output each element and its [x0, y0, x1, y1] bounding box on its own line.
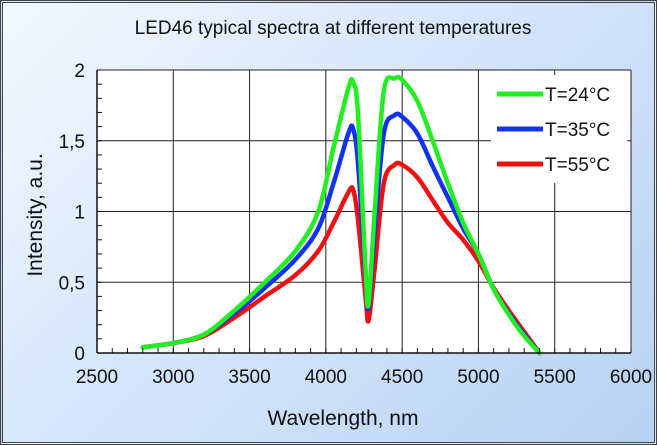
- series-group: [140, 74, 542, 356]
- legend-label: T=55°C: [545, 155, 610, 176]
- axes: [96, 69, 632, 354]
- x-tick-label: 4000: [305, 367, 347, 388]
- spectra-chart: LED46 typical spectra at different tempe…: [24, 18, 652, 430]
- y-tick-label: 0: [74, 344, 85, 365]
- y-tick-label: 0,5: [59, 273, 85, 294]
- chart-title: LED46 typical spectra at different tempe…: [135, 18, 532, 39]
- x-tick-label: 3500: [228, 367, 270, 388]
- y-tick-label: 1: [74, 203, 85, 224]
- y-axis-label: Intensity, a.u.: [24, 153, 47, 276]
- y-tick-label: 1,5: [59, 132, 85, 153]
- x-tick-label: 4500: [381, 367, 423, 388]
- x-tick-label: 5500: [534, 367, 576, 388]
- x-tick-labels: 2500 3000 3500 4000 4500 5000 5500 6000: [76, 367, 652, 388]
- y-tick-labels: 0 0,5 1 1,5 2: [59, 61, 85, 365]
- x-tick-label: 6000: [610, 367, 652, 388]
- legend-label: T=35°C: [545, 120, 610, 141]
- series-line-T=24°C: [140, 74, 542, 356]
- y-tick-label: 2: [74, 61, 85, 82]
- legend: T=24°C T=35°C T=55°C: [491, 75, 627, 183]
- legend-label: T=24°C: [545, 85, 610, 106]
- x-tick-label: 5000: [457, 367, 499, 388]
- x-tick-label: 2500: [76, 367, 118, 388]
- x-axis-label: Wavelength, nm: [268, 407, 419, 430]
- x-tick-label: 3000: [152, 367, 194, 388]
